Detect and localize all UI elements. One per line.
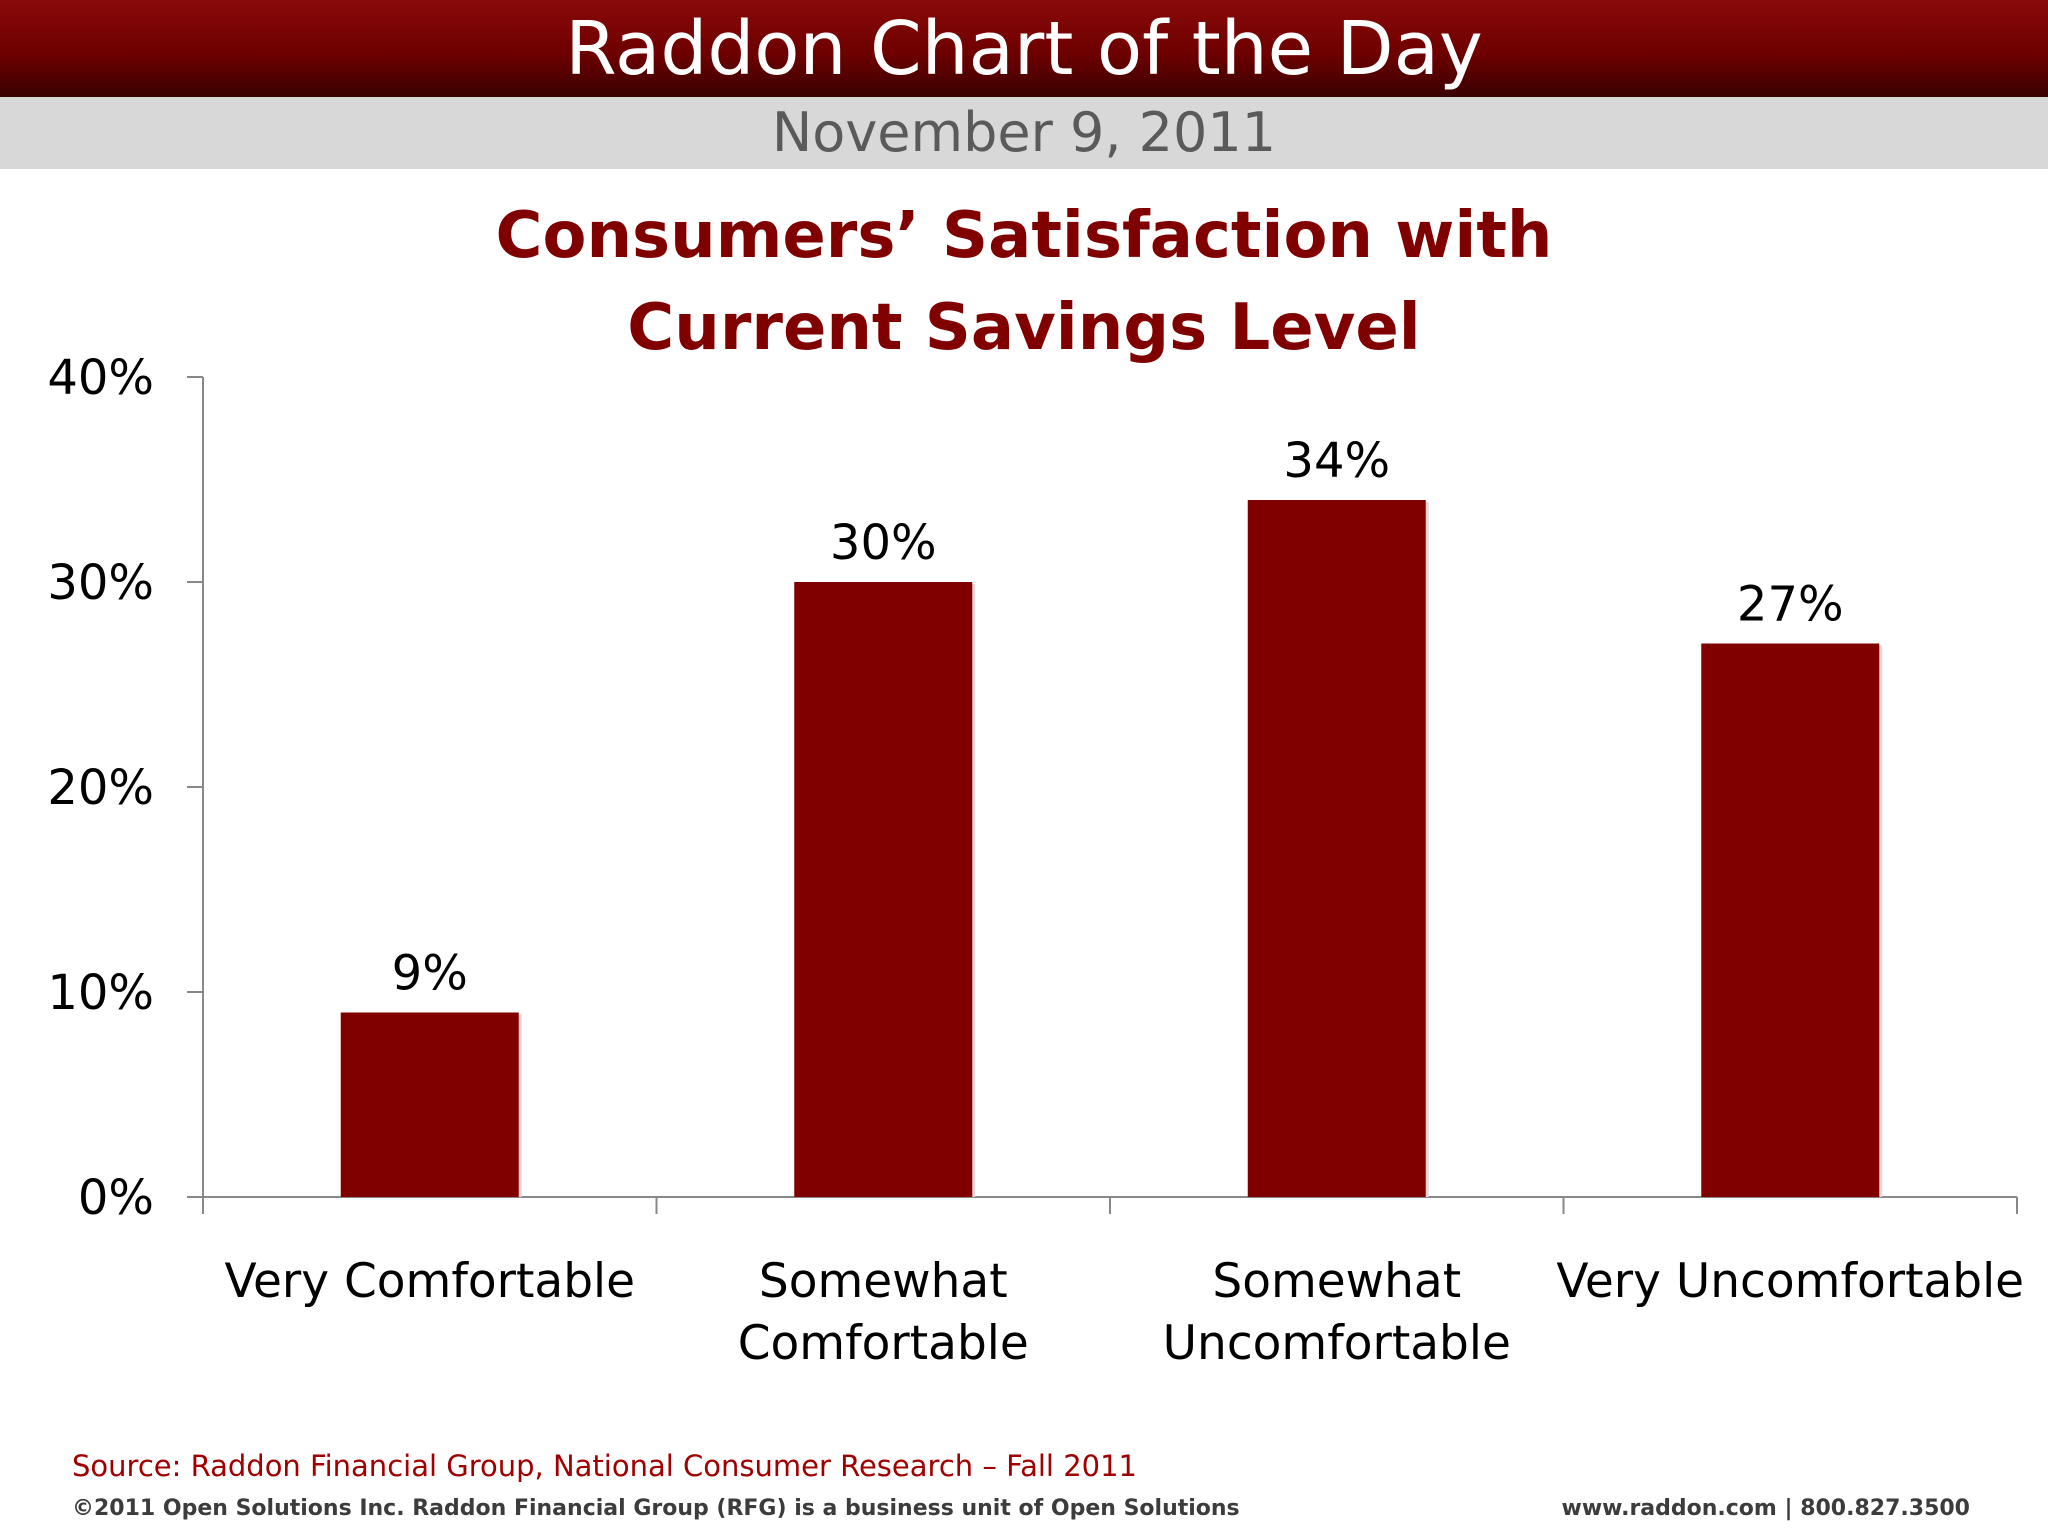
x-tick-label: Uncomfortable: [1163, 1316, 1511, 1371]
chart-title-line-1: Consumers’ Satisfaction with: [495, 199, 1553, 273]
data-label: 9%: [392, 946, 468, 1002]
header-bar: [0, 0, 2048, 97]
y-tick-label: 30%: [47, 555, 154, 611]
chart-title: Consumers’ Satisfaction with Current Sav…: [0, 190, 2048, 374]
x-tick-label: Somewhat: [759, 1254, 1008, 1309]
bar: [1247, 500, 1426, 1197]
chart-title-line-2: Current Savings Level: [627, 291, 1421, 365]
page-date: November 9, 2011: [771, 101, 1277, 164]
x-tick-label: Comfortable: [738, 1316, 1029, 1371]
date-bar: [0, 97, 2048, 169]
x-tick-label: Somewhat: [1212, 1254, 1461, 1309]
data-label: 30%: [830, 515, 937, 571]
contact-info: www.raddon.com | 800.827.3500: [1561, 1496, 1970, 1521]
data-label: 34%: [1283, 433, 1390, 489]
y-tick-label: 0%: [78, 1170, 154, 1226]
y-tick-label: 40%: [47, 350, 154, 406]
source-note: Source: Raddon Financial Group, National…: [72, 1449, 1137, 1483]
x-tick-label: Very Uncomfortable: [1556, 1254, 2024, 1309]
page-title: Raddon Chart of the Day: [565, 6, 1483, 92]
bar: [340, 1012, 519, 1197]
x-tick-label: Very Comfortable: [224, 1254, 635, 1309]
bar: [794, 582, 973, 1197]
copyright-note: ©2011 Open Solutions Inc. Raddon Financi…: [72, 1496, 1240, 1521]
bar: [1701, 643, 1880, 1197]
data-label: 27%: [1737, 577, 1844, 633]
y-tick-label: 20%: [47, 760, 154, 816]
y-tick-label: 10%: [47, 965, 154, 1021]
